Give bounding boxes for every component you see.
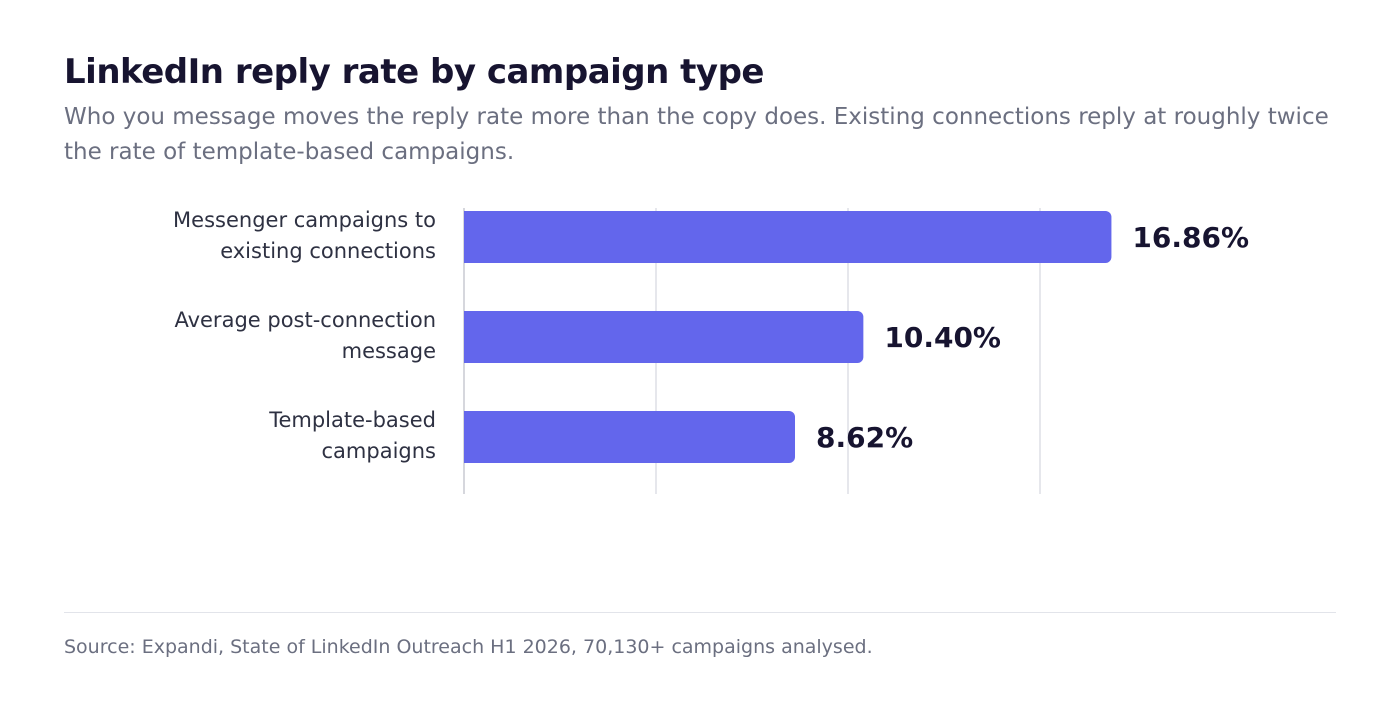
category-label: Template-based <box>268 408 436 432</box>
category-label: campaigns <box>322 439 437 463</box>
chart-subtitle: Who you message moves the reply rate mor… <box>64 104 1329 165</box>
bar-left-edge <box>464 411 472 463</box>
bar <box>464 211 1112 263</box>
bar-left-edge <box>464 311 472 363</box>
category-label: message <box>342 339 436 363</box>
chart-title: LinkedIn reply rate by campaign type <box>64 52 764 92</box>
category-label: existing connections <box>220 239 436 263</box>
data-label: 8.62% <box>816 421 913 454</box>
bar-left-edge <box>464 211 472 263</box>
footer-divider <box>64 612 1336 613</box>
source-note: Source: Expandi, State of LinkedIn Outre… <box>64 636 873 658</box>
category-label: Average post-connection <box>174 308 436 332</box>
data-label: 10.40% <box>884 321 1001 354</box>
bar-chart: 16.86% Messenger campaigns to existing con… <box>173 208 1249 494</box>
bar <box>464 411 796 463</box>
data-label: 16.86% <box>1132 221 1249 254</box>
bar <box>464 311 864 363</box>
category-label: Messenger campaigns to <box>173 208 436 232</box>
